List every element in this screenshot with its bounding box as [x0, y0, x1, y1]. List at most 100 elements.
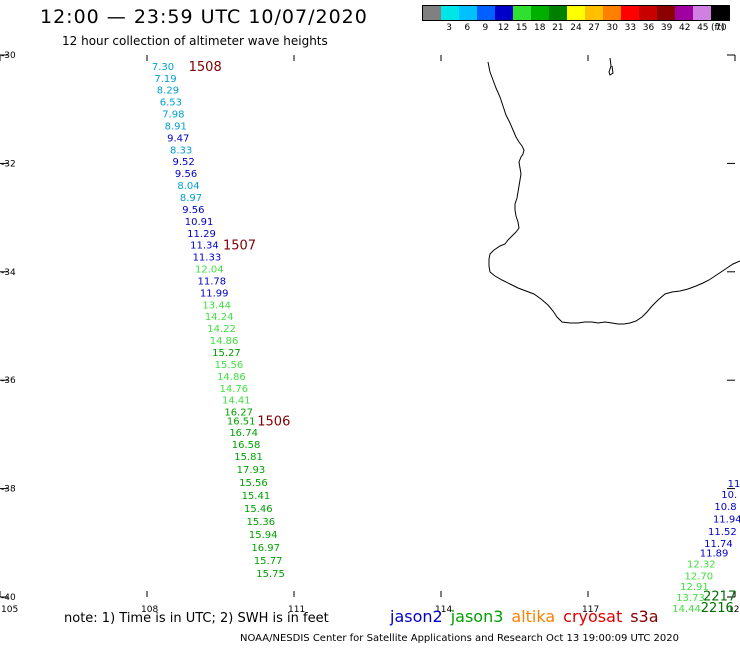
wave-height-value: 13.73 [676, 593, 705, 604]
legend-swatches [422, 5, 730, 21]
legend-label: 30 [606, 23, 618, 33]
wave-height-value: 7.19 [154, 74, 176, 85]
track-b-wave-heights: 1110.10.811.9411.5211.7411.8912.3212.701… [672, 479, 740, 615]
wave-height-value: 14.41 [222, 396, 251, 407]
wave-height-value: 15.46 [244, 504, 273, 515]
legend-label: 42 [678, 23, 691, 33]
lat-label: -30 [1, 51, 16, 61]
wave-height-value: 12.04 [195, 265, 224, 276]
map-title: 12:00 — 23:59 UTC 10/07/2020 [40, 6, 368, 28]
wave-height-value: 11.78 [197, 276, 226, 287]
lon-label: 117 [582, 605, 599, 615]
lat-label: -34 [1, 268, 16, 278]
latitude-labels: -30 -32 -34 -36 -38 -40 [1, 51, 16, 603]
wave-height-value: 16.97 [251, 543, 280, 554]
wave-height-value: 15.41 [242, 491, 271, 502]
legend-swatch [711, 6, 729, 20]
legend-label: 27 [588, 23, 600, 33]
legend-labels: (ft) 3 6 9 12 15 18 21 24 27 30 33 36 39 42 45 70 [422, 21, 730, 35]
map-grid [0, 54, 736, 598]
wave-height-value: 14.86 [217, 372, 246, 383]
satellite-name: s3a [630, 607, 659, 626]
wave-height-value: 10.91 [185, 217, 214, 228]
wave-height-value: 8.97 [180, 193, 202, 204]
legend-swatch [459, 6, 477, 20]
wave-height-value: 10. [721, 490, 737, 501]
lon-label: 111 [288, 605, 305, 615]
wave-height-value: 16.74 [229, 428, 258, 439]
wave-height-value: 15.75 [256, 569, 285, 580]
pass-number: 2217 [703, 589, 736, 604]
lat-label: -40 [1, 593, 16, 603]
wave-height-value: 15.27 [212, 348, 241, 359]
legend-swatch [639, 6, 657, 20]
wave-height-value: 9.52 [172, 157, 194, 168]
footer-credit: NOAA/NESDIS Center for Satellite Applica… [240, 633, 679, 644]
wave-height-value: 11.99 [200, 288, 229, 299]
wave-height-value: 9.56 [182, 205, 204, 216]
wave-height-value: 12.32 [687, 559, 716, 570]
wave-height-value: 9.47 [167, 133, 189, 144]
lon-label: 108 [141, 605, 158, 615]
legend-label: 9 [482, 23, 489, 33]
pass-number: 2216 [701, 601, 734, 616]
legend-label: 33 [624, 23, 637, 33]
wave-height-value: 11 [728, 479, 740, 490]
legend-unit: (ft) [711, 23, 725, 33]
wave-height-value: 11.52 [708, 527, 737, 538]
legend-swatch [531, 6, 549, 20]
legend-swatch [675, 6, 693, 20]
legend-swatch [585, 6, 603, 20]
wave-height-value: 7.98 [162, 110, 184, 121]
wave-height-value: 12.91 [680, 582, 709, 593]
pass-number: 1508 [189, 60, 222, 75]
legend-swatch [603, 6, 621, 20]
wave-height-value: 8.91 [165, 121, 187, 132]
wave-height-value: 11.89 [700, 549, 729, 560]
wave-height-value: 15.77 [254, 556, 283, 567]
wave-height-value: 15.56 [239, 478, 268, 489]
color-scale-legend: (ft) 3 6 9 12 15 18 21 24 27 30 33 36 39 42 45 70 [422, 5, 730, 37]
wave-height-value: 8.29 [157, 86, 179, 97]
lat-label: -36 [1, 376, 16, 386]
legend-swatch [693, 6, 711, 20]
wave-height-value: 14.44 [672, 604, 701, 615]
wave-height-value: 13.44 [202, 300, 231, 311]
lon-label: 114 [435, 605, 452, 615]
wave-height-value: 16.51 [227, 416, 256, 427]
legend-label: 39 [660, 23, 673, 33]
legend-label: 6 [464, 23, 471, 33]
legend-label: 18 [534, 23, 546, 33]
australia-coastline [487, 61, 740, 325]
legend-label: 21 [552, 23, 564, 33]
wave-height-value: 15.94 [249, 530, 278, 541]
legend-swatch [657, 6, 675, 20]
wave-height-value: 8.33 [170, 145, 192, 156]
coastline-fragment [608, 57, 614, 76]
map-subtitle: 12 hour collection of altimeter wave hei… [62, 34, 328, 48]
wave-height-value: 10.8 [714, 502, 736, 513]
wave-height-value: 15.56 [215, 360, 244, 371]
legend-label: 3 [446, 23, 453, 33]
legend-label: 36 [642, 23, 655, 33]
legend-swatch [567, 6, 585, 20]
wave-height-value: 11.34 [190, 241, 219, 252]
legend-swatch [423, 6, 441, 20]
legend-label: 70 [715, 23, 727, 33]
wave-height-value: 14.76 [220, 384, 249, 395]
wave-height-value: 6.53 [160, 98, 182, 109]
satellite-name: cryosat [563, 607, 623, 626]
legend-swatch [549, 6, 567, 20]
wave-height-value: 11.94 [713, 514, 740, 525]
wave-height-value: 15.81 [234, 452, 263, 463]
legend-label: 24 [570, 23, 582, 33]
satellite-name: jason2 [390, 607, 443, 626]
lon-label: 120 [728, 605, 740, 615]
legend-swatch [621, 6, 639, 20]
lat-label: -38 [1, 485, 16, 495]
footer-note: note: 1) Time is in UTC; 2) SWH is in fe… [64, 611, 329, 626]
wave-height-value: 11.33 [193, 253, 222, 264]
wave-height-value: 8.04 [177, 181, 199, 192]
